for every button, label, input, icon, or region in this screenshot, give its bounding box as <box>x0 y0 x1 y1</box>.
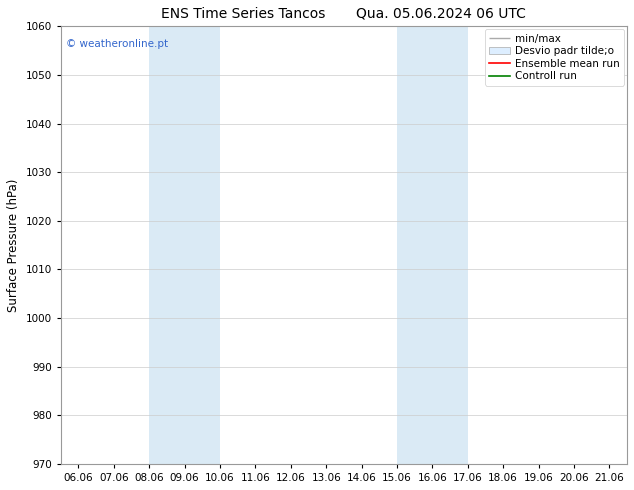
Bar <box>149 26 220 464</box>
Y-axis label: Surface Pressure (hPa): Surface Pressure (hPa) <box>7 178 20 312</box>
Bar <box>397 26 468 464</box>
Legend: min/max, Desvio padr tilde;o, Ensemble mean run, Controll run: min/max, Desvio padr tilde;o, Ensemble m… <box>485 29 624 86</box>
Title: ENS Time Series Tancos       Qua. 05.06.2024 06 UTC: ENS Time Series Tancos Qua. 05.06.2024 0… <box>162 7 526 21</box>
Text: © weatheronline.pt: © weatheronline.pt <box>67 39 169 49</box>
